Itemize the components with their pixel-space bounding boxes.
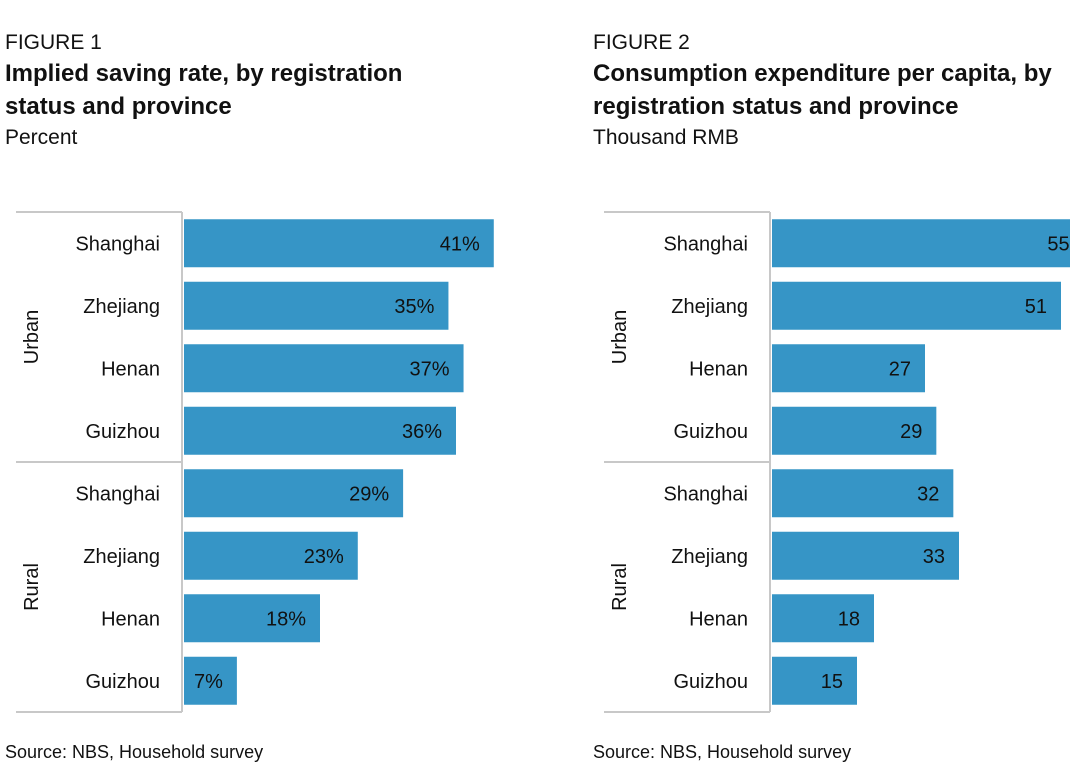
figure-1-panel: FIGURE 1 Implied saving rate, by registr… [0,0,520,777]
data-label: 15 [821,671,843,693]
bar [772,469,954,518]
data-label: 51 [1025,296,1047,318]
category-label: Guizhou [86,671,161,693]
category-label: Guizhou [674,671,749,693]
bar [772,531,959,580]
data-label: 33 [923,546,945,568]
category-label: Henan [101,608,160,630]
data-label: 23% [304,546,344,568]
bar [772,281,1061,330]
saving-rate-chart: 41% Shanghai 35% Zhejiang 37% Henan 36% Guizhou… [16,211,494,713]
group-label: Urban [609,310,631,364]
bar [184,219,494,268]
figure-unit: Thousand RMB [593,126,739,149]
figure-unit: Percent [5,126,78,149]
bar [184,656,237,705]
bar [184,469,404,518]
data-label: 37% [410,358,450,380]
data-label: 36% [402,421,442,443]
figure-source: Source: NBS, Household survey [5,742,264,762]
data-label: 27 [889,358,911,380]
consumption-expenditure-chart: 55 Shanghai 51 Zhejiang 27 Henan 29 Guizhou 32 Sh… [604,211,1070,713]
bar [772,344,925,393]
category-label: Henan [689,608,748,630]
data-label: 41% [440,233,480,255]
bar [184,344,464,393]
bar [184,406,456,455]
data-label: 35% [394,296,434,318]
category-label: Zhejiang [83,546,160,568]
data-label: 29% [349,483,389,505]
figure-label: FIGURE 1 [5,31,102,54]
group-label: Rural [609,563,631,611]
data-label: 29 [900,421,922,443]
figure-source: Source: NBS, Household survey [593,742,852,762]
category-label: Henan [101,358,160,380]
data-label: 32 [917,483,939,505]
bar [184,281,449,330]
category-label: Shanghai [75,483,160,505]
bar [772,656,857,705]
bar [772,594,874,643]
data-label: 18% [266,608,306,630]
bar [772,219,1070,268]
data-label: 7% [194,671,223,693]
figure-label: FIGURE 2 [593,31,690,54]
data-label: 55 [1047,233,1069,255]
category-label: Zhejiang [83,296,160,318]
bar [184,594,320,643]
bar [772,406,937,455]
category-label: Shanghai [663,483,748,505]
figure-2-panel: FIGURE 2 Consumption expenditure per cap… [588,0,1070,777]
figure-title: Consumption expenditure per capita, by r… [593,60,1052,120]
figure-title: Implied saving rate, by registration sta… [5,60,403,120]
category-label: Guizhou [86,421,161,443]
category-label: Shanghai [663,233,748,255]
data-label: 18 [838,608,860,630]
category-label: Zhejiang [671,546,748,568]
category-label: Zhejiang [671,296,748,318]
group-label: Rural [21,563,43,611]
category-label: Shanghai [75,233,160,255]
group-label: Urban [21,310,43,364]
category-label: Guizhou [674,421,749,443]
category-label: Henan [689,358,748,380]
bar [184,531,358,580]
